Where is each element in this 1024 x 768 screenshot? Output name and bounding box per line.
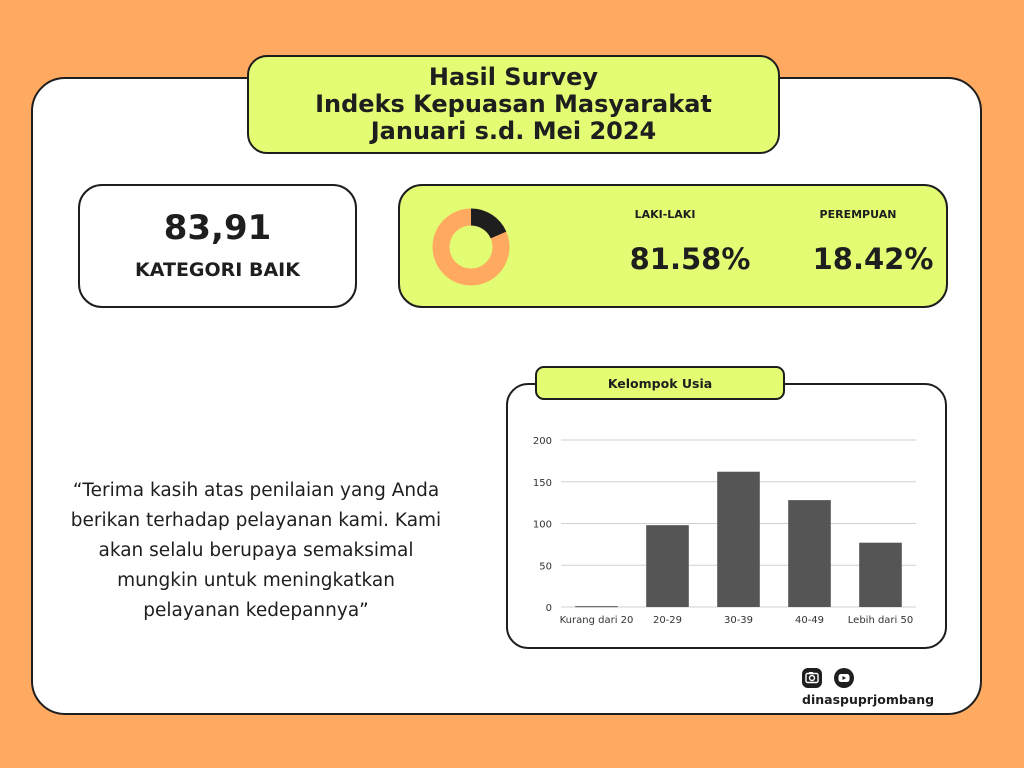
male-label: LAKI-LAKI xyxy=(634,208,696,221)
score-value: 83,91 xyxy=(163,208,272,248)
title-banner: Hasil Survey Indeks Kepuasan Masyarakat … xyxy=(247,55,780,154)
score-category: KATEGORI BAIK xyxy=(135,259,300,281)
male-value: 81.58% xyxy=(629,242,751,276)
x-tick-label: 40-49 xyxy=(795,615,824,626)
quote-line: berikan terhadap pelayanan kami. Kami xyxy=(70,510,442,531)
x-tick-label: Lebih dari 50 xyxy=(848,615,913,626)
quote-line: mungkin untuk meningkatkan xyxy=(117,570,395,591)
social-handle[interactable]: dinaspuprjombang xyxy=(802,692,935,707)
bar xyxy=(859,542,902,607)
y-tick-label: 100 xyxy=(533,520,552,531)
title-line-1: Hasil Survey xyxy=(428,63,599,91)
gender-card: LAKI-LAKI 81.58% PEREMPUAN 18.42% xyxy=(398,184,948,308)
bar xyxy=(717,471,760,607)
camera-icon[interactable] xyxy=(802,668,822,688)
female-value: 18.42% xyxy=(812,242,934,276)
y-tick-label: 200 xyxy=(533,436,552,447)
title-line-2: Indeks Kepuasan Masyarakat xyxy=(315,90,712,118)
x-tick-label: 30-39 xyxy=(724,615,753,626)
x-tick-label: Kurang dari 20 xyxy=(560,615,634,626)
age-bar-chart: 0 50 100 150 200 Kurang dari 20 20-29 30-39 40-4… xyxy=(533,436,916,626)
bar xyxy=(575,606,618,608)
score-card: 83,91 KATEGORI BAIK xyxy=(78,184,357,308)
y-tick-label: 150 xyxy=(533,478,552,489)
chart-title: Kelompok Usia xyxy=(535,366,785,400)
y-tick-label: 50 xyxy=(539,561,552,572)
quote-line: akan selalu berupaya semaksimal xyxy=(98,540,414,561)
x-tick-label: 20-29 xyxy=(653,615,682,626)
donut-female-slice xyxy=(432,208,510,286)
quote-line: pelayanan kedepannya” xyxy=(143,600,369,621)
quote-line: “Terima kasih atas penilaian yang Anda xyxy=(72,480,440,501)
bar xyxy=(788,500,831,607)
female-label: PEREMPUAN xyxy=(819,208,897,221)
bar xyxy=(646,525,689,607)
title-line-3: Januari s.d. Mei 2024 xyxy=(370,117,657,145)
gender-donut-chart xyxy=(432,208,510,286)
thank-you-quote: “Terima kasih atas penilaian yang Anda b… xyxy=(36,476,476,626)
y-tick-label: 0 xyxy=(546,603,552,614)
youtube-icon[interactable] xyxy=(834,668,854,688)
